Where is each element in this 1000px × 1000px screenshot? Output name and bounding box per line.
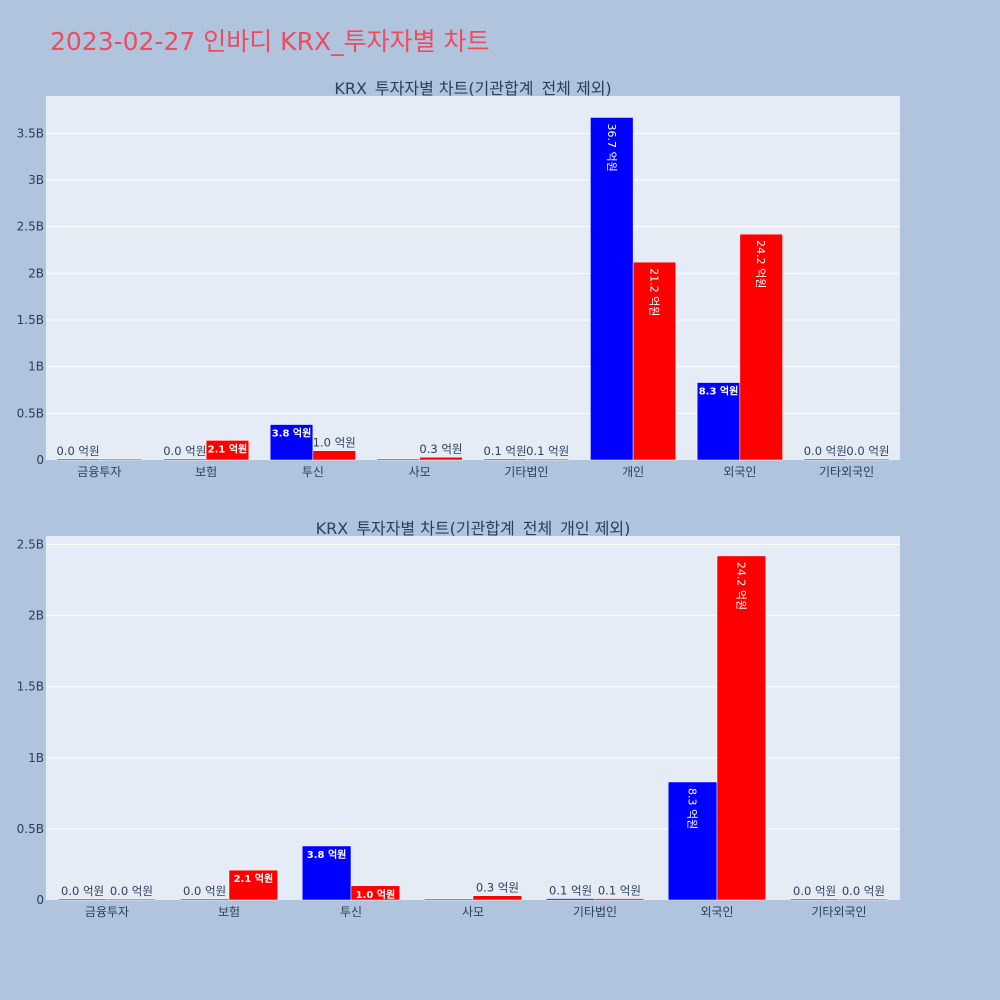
data-label: 0.0 억원 <box>61 884 104 898</box>
data-label: 36.7 억원 <box>605 123 618 171</box>
bar-sell <box>739 233 783 461</box>
bar-sell <box>99 458 143 461</box>
data-label: 0.1 억원 <box>483 444 526 458</box>
data-label: 0.0 억원 <box>793 884 836 898</box>
bar-buy <box>301 845 352 901</box>
y-tick-label: 1B <box>28 360 44 374</box>
x-tick-label: 기타외국인 <box>819 465 874 479</box>
data-label: 1.0 억원 <box>356 888 396 901</box>
bar-buy <box>667 781 718 901</box>
data-label: 24.2 억원 <box>754 240 767 288</box>
y-tick-label: 2.5B <box>17 538 44 552</box>
data-label: 1.0 억원 <box>313 436 356 450</box>
data-label: 3.8 억원 <box>307 848 347 861</box>
bar-sell <box>632 261 677 461</box>
bar-sell <box>205 440 250 461</box>
chart-title: KRX_투자자별 차트(기관합계_전체_개인 제외) <box>316 519 631 539</box>
y-tick-label: 0.5B <box>17 406 44 420</box>
x-tick-label: 기타법인 <box>504 465 548 479</box>
bar-sell <box>846 458 890 461</box>
chart-title: KRX_투자자별 차트(기관합계_전체 제외) <box>334 79 611 99</box>
chart-1: KRX_투자자별 차트(기관합계_전체 제외) 0 0.5B 1B 1.5B 2B 2.5B… <box>17 79 900 479</box>
bar-buy <box>163 458 207 461</box>
y-tick-label: 0 <box>36 893 44 907</box>
bar-sell <box>350 885 401 901</box>
bar-buy <box>56 458 100 461</box>
bar-buy <box>803 458 847 461</box>
x-tick-label: 기타법인 <box>573 905 617 919</box>
bar-buy <box>545 898 596 901</box>
y-tick-label: 3.5B <box>17 126 44 140</box>
bar-sell <box>312 450 356 461</box>
bar-buy <box>57 898 108 901</box>
data-label: 8.3 억원 <box>699 385 739 398</box>
data-label: 0.3 억원 <box>476 881 519 895</box>
y-tick-label: 2B <box>28 609 44 623</box>
data-label: 0.1 억원 <box>598 884 641 898</box>
bar-sell <box>106 898 157 901</box>
x-tick-label: 사모 <box>462 905 484 919</box>
bar-sell <box>228 869 279 901</box>
bar-buy <box>590 117 634 461</box>
y-tick-label: 0.5B <box>17 822 44 836</box>
data-label: 8.3 억원 <box>686 788 699 829</box>
data-label: 3.8 억원 <box>272 427 312 440</box>
plot-area <box>46 536 900 900</box>
data-label: 0.0 억원 <box>110 884 153 898</box>
bar-buy <box>696 382 741 461</box>
data-label: 0.1 억원 <box>526 444 569 458</box>
bar-sell <box>419 456 463 461</box>
bar-buy <box>423 898 474 901</box>
x-tick-label: 투신 <box>340 905 362 919</box>
x-tick-label: 개인 <box>622 465 644 479</box>
y-tick-label: 2.5B <box>17 220 44 234</box>
data-label: 24.2 억원 <box>734 562 747 610</box>
bar-sell <box>472 895 523 901</box>
bar-buy <box>789 898 840 901</box>
x-tick-label: 금융투자 <box>85 905 129 919</box>
data-label: 0.0 억원 <box>183 884 226 898</box>
x-tick-label: 보험 <box>218 905 240 919</box>
bar-sell <box>838 898 889 901</box>
x-tick-label: 금융투자 <box>77 465 121 479</box>
y-tick-label: 2B <box>28 266 44 280</box>
x-tick-label: 외국인 <box>723 465 756 479</box>
y-tick-label: 1.5B <box>17 313 44 327</box>
data-label: 0.0 억원 <box>56 444 99 458</box>
x-tick-label: 기타외국인 <box>811 905 866 919</box>
bar-sell <box>526 458 570 461</box>
bar-buy <box>376 458 420 461</box>
x-tick-label: 투신 <box>302 465 324 479</box>
data-label: 0.0 억원 <box>842 884 885 898</box>
x-tick-label: 외국인 <box>700 905 733 919</box>
bar-sell <box>594 898 645 901</box>
page-title: 2023-02-27 인바디 KRX_투자자별 차트 <box>50 27 490 56</box>
bar-sell <box>716 555 767 901</box>
bar-buy <box>269 424 314 461</box>
x-tick-label: 사모 <box>409 465 431 479</box>
data-label: 0.3 억원 <box>419 442 462 456</box>
data-label: 21.2 억원 <box>647 268 660 316</box>
bar-buy <box>483 458 527 461</box>
y-tick-label: 3B <box>28 173 44 187</box>
data-label: 2.1 억원 <box>208 442 248 455</box>
bar-buy <box>179 898 230 901</box>
y-tick-label: 1.5B <box>17 680 44 694</box>
data-label: 0.0 억원 <box>846 444 889 458</box>
y-tick-label: 1B <box>28 751 44 765</box>
y-tick-label: 0 <box>36 453 44 467</box>
data-label: 0.0 억원 <box>163 444 206 458</box>
data-label: 2.1 억원 <box>234 872 274 885</box>
data-label: 0.0 억원 <box>804 444 847 458</box>
chart-2: KRX_투자자별 차트(기관합계_전체_개인 제외) 0 0.5B 1B 1.5B 2B 2… <box>17 519 900 919</box>
data-label: 0.1 억원 <box>549 884 592 898</box>
x-tick-label: 보험 <box>195 465 217 479</box>
